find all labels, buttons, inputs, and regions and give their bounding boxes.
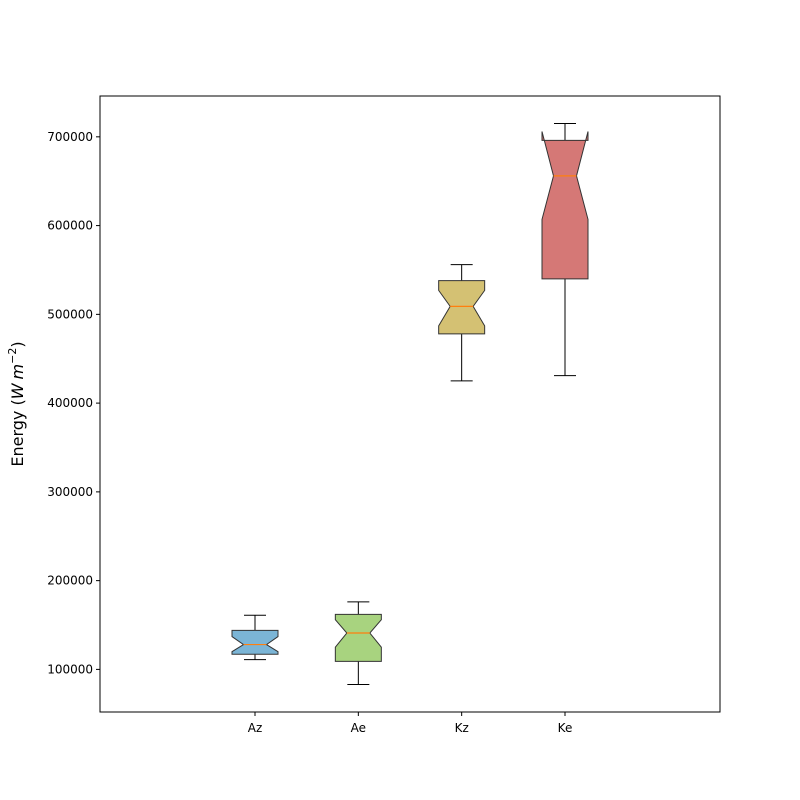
box-ae [334,601,382,685]
box-body [334,613,382,662]
y-axis-title-prefix: Energy ( [8,399,27,466]
box-body [541,131,589,280]
box-kz [438,264,486,382]
y-axis-title-suffix: ) [8,341,27,347]
x-axis: Az Ae Kz Ke [248,712,573,735]
y-axis-title: Energy (Wm−2) [6,341,27,466]
y-axis-title-unit-w: W [8,382,27,399]
boxes-group [231,123,589,685]
x-tick-label: Ke [558,721,573,735]
box-az [231,614,279,661]
y-tick-label: 400000 [47,396,93,410]
y-tick-label: 300000 [47,485,93,499]
box-ke [541,123,589,377]
y-tick-label: 200000 [47,574,93,588]
box-body [231,629,279,655]
y-tick-label: 700000 [47,130,93,144]
y-tick-label: 500000 [47,307,93,321]
y-tick-label: 600000 [47,219,93,233]
box-body [438,280,486,335]
x-tick-label: Ae [351,721,366,735]
y-axis-title-unit-m: m [8,364,27,380]
y-tick-label: 100000 [47,662,93,676]
y-axis-title-exponent: −2 [6,348,19,364]
plot-area-frame [99,95,721,713]
y-axis: 100000 200000 300000 400000 500000 600000 7000… [47,130,100,676]
x-tick-label: Kz [455,721,469,735]
x-tick-label: Az [248,721,263,735]
